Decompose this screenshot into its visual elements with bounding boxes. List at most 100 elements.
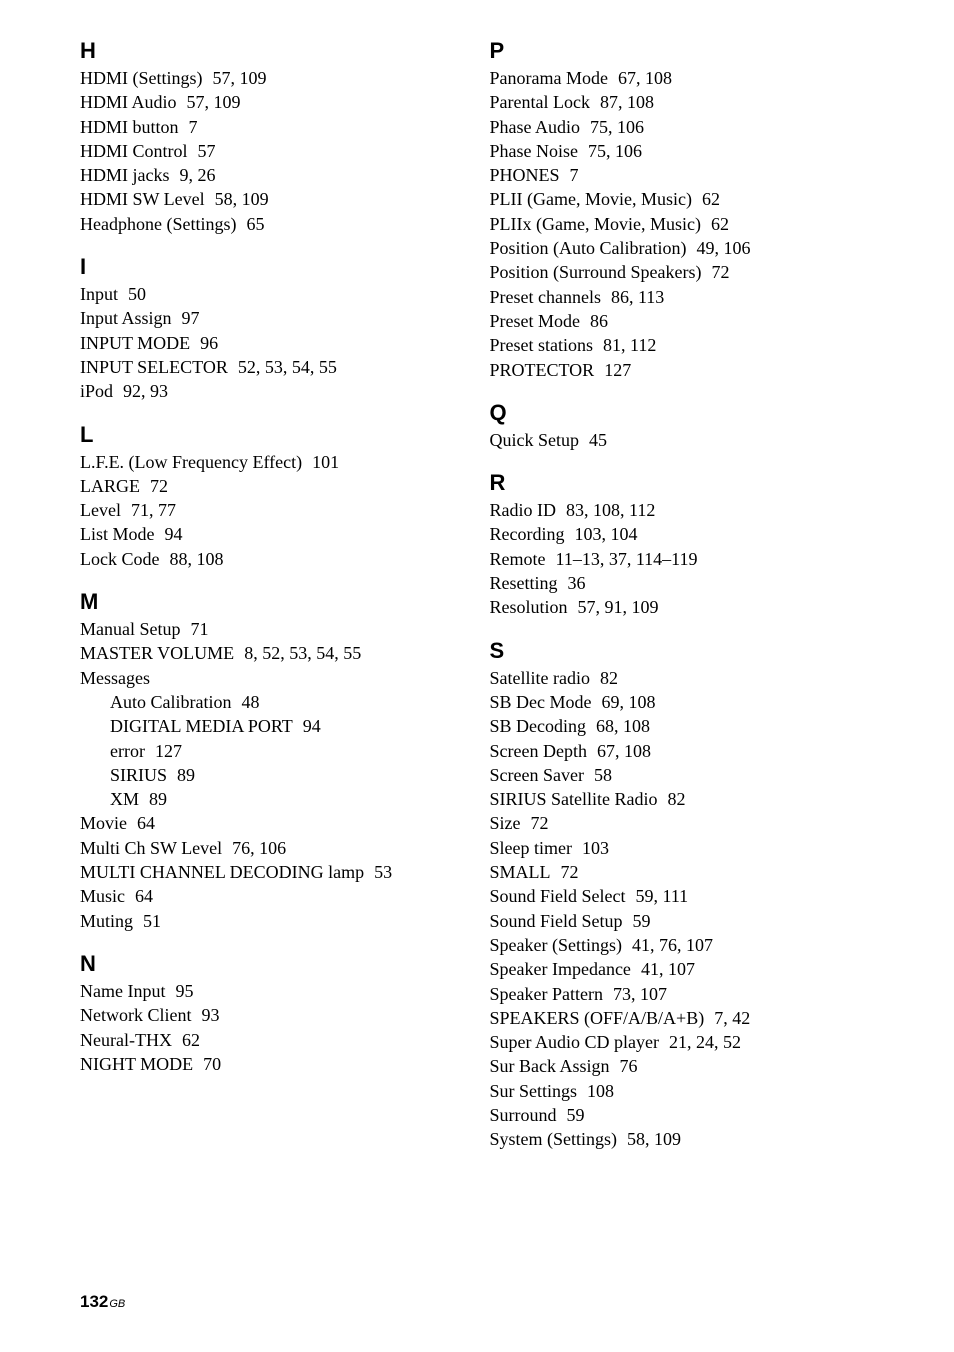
index-pages: 75, 106 bbox=[590, 115, 644, 139]
index-pages: 96 bbox=[200, 331, 218, 355]
index-term: HDMI Control bbox=[80, 139, 188, 163]
index-pages: 48 bbox=[241, 690, 259, 714]
index-entry: PROTECTOR127 bbox=[490, 358, 880, 382]
index-entry: Resolution57, 91, 109 bbox=[490, 595, 880, 619]
index-term: Resetting bbox=[490, 571, 558, 595]
index-term: Speaker (Settings) bbox=[490, 933, 622, 957]
index-column-right: PPanorama Mode67, 108Parental Lock87, 10… bbox=[480, 38, 880, 1152]
index-entry: Screen Saver58 bbox=[490, 763, 880, 787]
index-term: XM bbox=[110, 787, 139, 811]
index-pages: 7 bbox=[570, 163, 579, 187]
index-pages: 59 bbox=[567, 1103, 585, 1127]
index-term: PLIIx (Game, Movie, Music) bbox=[490, 212, 701, 236]
index-entry: Surround 59 bbox=[490, 1103, 880, 1127]
index-term: PHONES bbox=[490, 163, 560, 187]
index-entry: Neural-THX62 bbox=[80, 1028, 460, 1052]
index-entry: SMALL72 bbox=[490, 860, 880, 884]
index-pages: 57, 109 bbox=[187, 90, 241, 114]
index-term: HDMI (Settings) bbox=[80, 66, 203, 90]
index-term: Size bbox=[490, 811, 521, 835]
index-entry: Music64 bbox=[80, 884, 460, 908]
index-term: Sound Field Setup bbox=[490, 909, 623, 933]
index-pages: 103 bbox=[582, 836, 609, 860]
index-pages: 58 bbox=[594, 763, 612, 787]
index-entry: Sur Settings108 bbox=[490, 1079, 880, 1103]
index-term: Position (Surround Speakers) bbox=[490, 260, 702, 284]
index-term: L.F.E. (Low Frequency Effect) bbox=[80, 450, 302, 474]
index-term: Preset Mode bbox=[490, 309, 580, 333]
index-term: PROTECTOR bbox=[490, 358, 595, 382]
index-entry: System (Settings)58, 109 bbox=[490, 1127, 880, 1151]
index-entry: Multi Ch SW Level76, 106 bbox=[80, 836, 460, 860]
index-entry: Input Assign97 bbox=[80, 306, 460, 330]
index-pages: 58, 109 bbox=[627, 1127, 681, 1151]
index-term: Name Input bbox=[80, 979, 165, 1003]
index-letter: R bbox=[490, 470, 880, 496]
index-entry: Preset channels86, 113 bbox=[490, 285, 880, 309]
index-pages: 71 bbox=[191, 617, 209, 641]
index-pages: 93 bbox=[201, 1003, 219, 1027]
index-pages: 108 bbox=[587, 1079, 614, 1103]
index-entry: Parental Lock87, 108 bbox=[490, 90, 880, 114]
index-term: iPod bbox=[80, 379, 113, 403]
index-entry: MULTI CHANNEL DECODING lamp 53 bbox=[80, 860, 460, 884]
index-pages: 86 bbox=[590, 309, 608, 333]
index-entry: Super Audio CD player21, 24, 52 bbox=[490, 1030, 880, 1054]
index-term: HDMI jacks bbox=[80, 163, 169, 187]
index-term: SPEAKERS (OFF/A/B/A+B) bbox=[490, 1006, 705, 1030]
index-entry: SB Decoding68, 108 bbox=[490, 714, 880, 738]
index-entry: Satellite radio82 bbox=[490, 666, 880, 690]
index-pages: 94 bbox=[303, 714, 321, 738]
index-pages: 7, 42 bbox=[714, 1006, 750, 1030]
index-letter: H bbox=[80, 38, 460, 64]
index-pages: 67, 108 bbox=[618, 66, 672, 90]
index-entry: Screen Depth67, 108 bbox=[490, 739, 880, 763]
index-term: Neural-THX bbox=[80, 1028, 172, 1052]
index-letter: N bbox=[80, 951, 460, 977]
index-pages: 68, 108 bbox=[596, 714, 650, 738]
index-pages: 53 bbox=[374, 860, 392, 884]
index-term: SB Dec Mode bbox=[490, 690, 592, 714]
index-pages: 81, 112 bbox=[603, 333, 656, 357]
index-entry: Level 71, 77 bbox=[80, 498, 460, 522]
index-entry: INPUT SELECTOR52, 53, 54, 55 bbox=[80, 355, 460, 379]
index-pages: 82 bbox=[600, 666, 618, 690]
index-entry: Muting51 bbox=[80, 909, 460, 933]
index-pages: 70 bbox=[203, 1052, 221, 1076]
index-pages: 103, 104 bbox=[574, 522, 637, 546]
index-pages: 97 bbox=[182, 306, 200, 330]
index-term: Sleep timer bbox=[490, 836, 572, 860]
page-number: 132 bbox=[80, 1292, 108, 1311]
index-term: Surround bbox=[490, 1103, 557, 1127]
index-pages: 69, 108 bbox=[602, 690, 656, 714]
index-pages: 59 bbox=[633, 909, 651, 933]
index-pages: 57, 109 bbox=[213, 66, 267, 90]
index-pages: 72 bbox=[561, 860, 579, 884]
index-term: MULTI CHANNEL DECODING lamp bbox=[80, 860, 364, 884]
index-entry: SPEAKERS (OFF/A/B/A+B) 7, 42 bbox=[490, 1006, 880, 1030]
index-entry: SIRIUS Satellite Radio82 bbox=[490, 787, 880, 811]
index-term: Input bbox=[80, 282, 118, 306]
index-pages: 41, 107 bbox=[641, 957, 695, 981]
index-entry: PLII (Game, Movie, Music)62 bbox=[490, 187, 880, 211]
index-pages: 88, 108 bbox=[169, 547, 223, 571]
index-term: Level bbox=[80, 498, 121, 522]
index-letter: S bbox=[490, 638, 880, 664]
index-entry: SIRIUS89 bbox=[80, 763, 460, 787]
index-entry: Phase Audio75, 106 bbox=[490, 115, 880, 139]
index-entry: HDMI jacks9, 26 bbox=[80, 163, 460, 187]
index-term: PLII (Game, Movie, Music) bbox=[490, 187, 692, 211]
index-term: HDMI button bbox=[80, 115, 179, 139]
index-pages: 59, 111 bbox=[636, 884, 689, 908]
index-pages: 71, 77 bbox=[131, 498, 176, 522]
index-pages: 62 bbox=[711, 212, 729, 236]
index-entry: Sound Field Select59, 111 bbox=[490, 884, 880, 908]
index-entry: Network Client93 bbox=[80, 1003, 460, 1027]
index-pages: 92, 93 bbox=[123, 379, 168, 403]
index-pages: 89 bbox=[177, 763, 195, 787]
index-entry: Speaker (Settings)41, 76, 107 bbox=[490, 933, 880, 957]
index-entry: iPod 92, 93 bbox=[80, 379, 460, 403]
index-pages: 65 bbox=[246, 212, 264, 236]
index-entry: HDMI button7 bbox=[80, 115, 460, 139]
index-pages: 57, 91, 109 bbox=[578, 595, 659, 619]
